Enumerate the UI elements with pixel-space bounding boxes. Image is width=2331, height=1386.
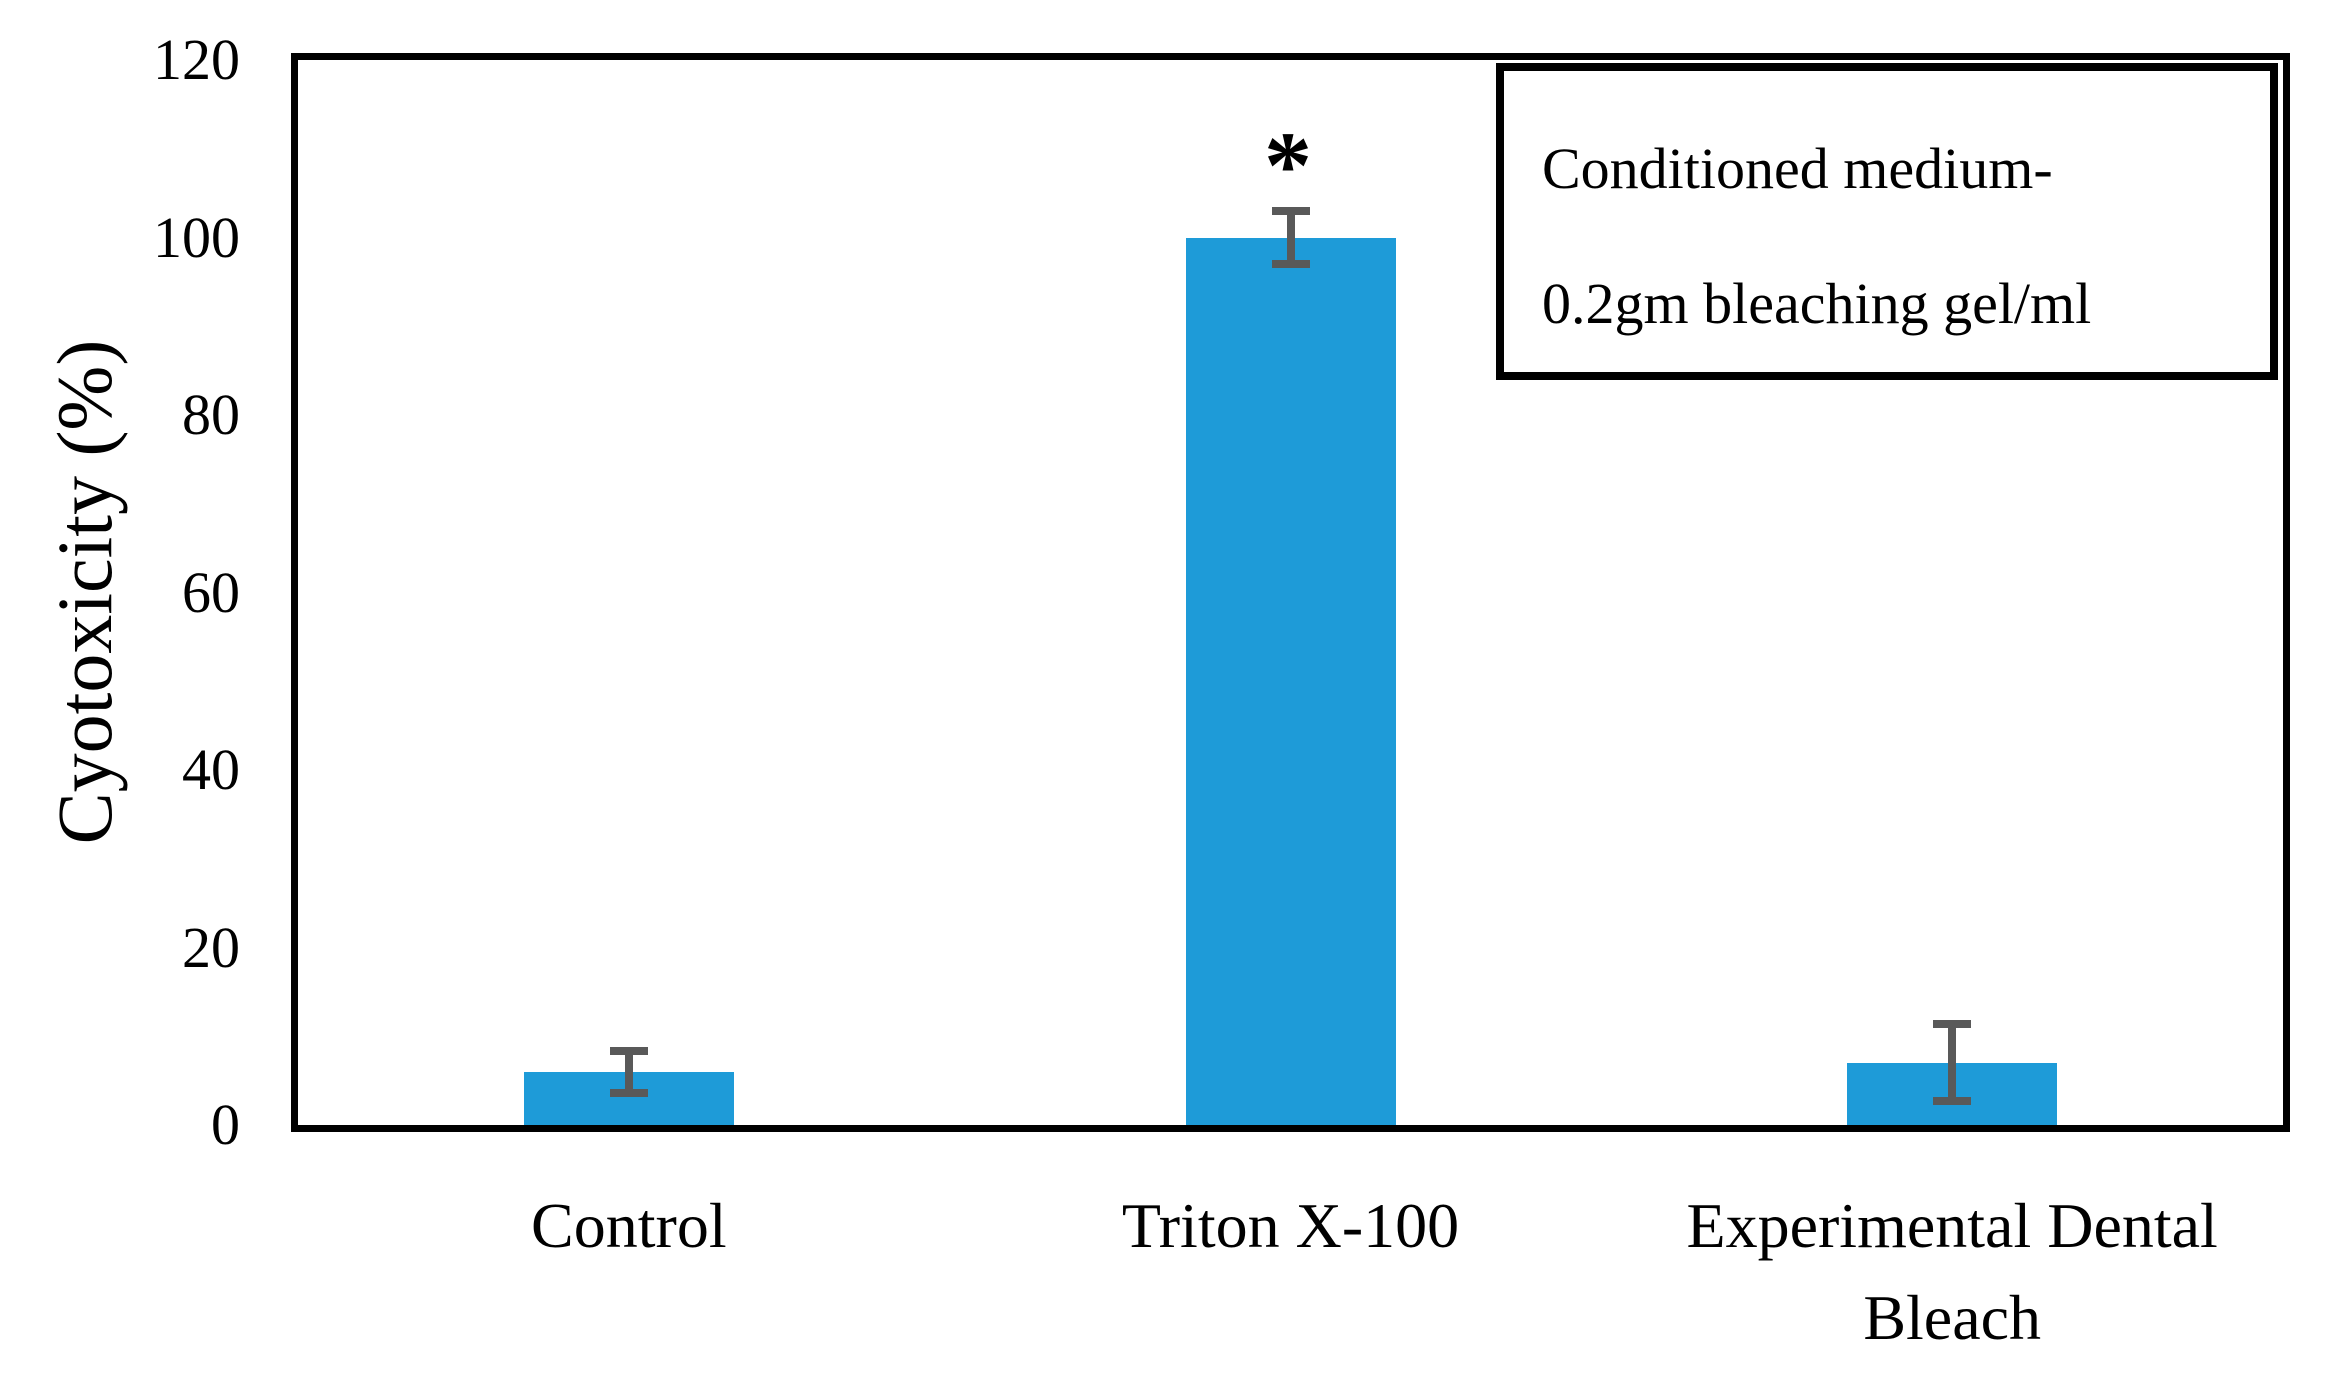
error-bar-stem bbox=[1286, 207, 1295, 268]
legend-box: Conditioned medium- 0.2gm bleaching gel/… bbox=[1496, 63, 2278, 380]
y-tick-label: 80 bbox=[182, 382, 240, 447]
legend-line-2: 0.2gm bleaching gel/ml bbox=[1542, 271, 2092, 336]
y-tick-label: 100 bbox=[153, 204, 240, 270]
y-tick-label: 120 bbox=[153, 27, 240, 92]
category-label: Triton X-100 bbox=[1121, 1190, 1460, 1261]
error-bar-top-cap bbox=[1271, 207, 1310, 216]
y-tick-label: 0 bbox=[211, 1092, 240, 1157]
y-tick-label: 60 bbox=[182, 559, 240, 625]
error-bar-stem bbox=[624, 1046, 633, 1097]
legend-line-1: Conditioned medium- bbox=[1542, 136, 2053, 201]
error-bar-bottom-cap bbox=[1271, 259, 1310, 268]
y-tick-label: 20 bbox=[182, 914, 240, 980]
error-bar-bottom-cap bbox=[609, 1088, 648, 1097]
category-label: Control bbox=[531, 1190, 727, 1261]
error-bar-top-cap bbox=[609, 1046, 648, 1055]
category-label: Experimental Dental Bleach bbox=[1686, 1190, 2218, 1353]
error-bar-top-cap bbox=[1933, 1020, 1972, 1029]
error-bar-stem bbox=[1948, 1020, 1957, 1106]
error-bar-bottom-cap bbox=[1933, 1097, 1972, 1106]
y-tick-label: 40 bbox=[182, 737, 240, 802]
significance-asterisk: * bbox=[1264, 112, 1312, 219]
bar bbox=[1185, 237, 1396, 1125]
